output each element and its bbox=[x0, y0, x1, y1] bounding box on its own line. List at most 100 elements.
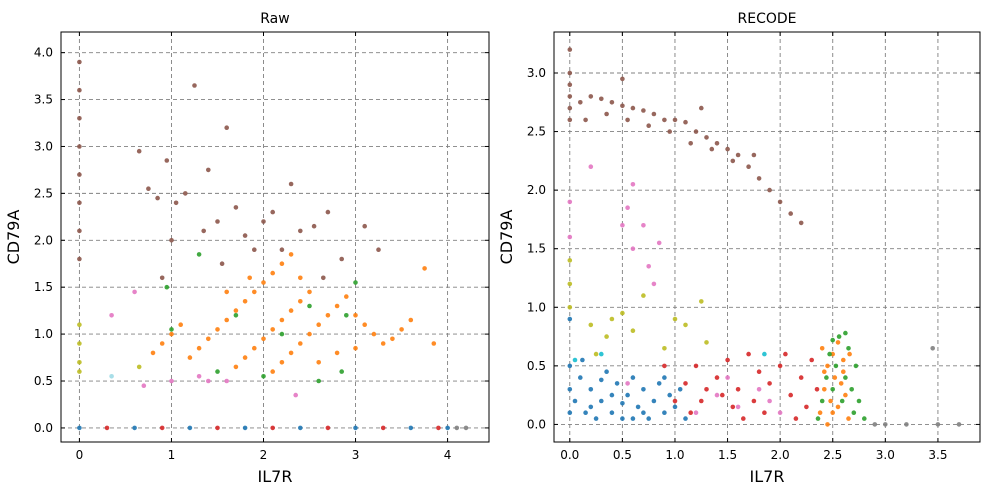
data-point bbox=[146, 186, 151, 191]
data-point bbox=[311, 223, 317, 229]
data-point bbox=[344, 294, 349, 299]
data-point bbox=[625, 117, 630, 123]
data-point bbox=[298, 275, 303, 281]
data-point bbox=[567, 387, 573, 392]
data-point bbox=[688, 410, 693, 416]
data-point bbox=[793, 416, 799, 421]
series-7 bbox=[572, 351, 767, 363]
data-point bbox=[783, 351, 788, 357]
y-tick-label: 1.5 bbox=[34, 280, 53, 294]
data-point bbox=[233, 364, 239, 370]
data-point bbox=[583, 117, 588, 123]
data-point bbox=[242, 355, 248, 360]
series-5 bbox=[817, 340, 852, 427]
data-point bbox=[219, 261, 225, 267]
data-point bbox=[725, 146, 730, 152]
data-point bbox=[862, 416, 867, 421]
data-point bbox=[164, 158, 170, 163]
raw-scatter-plot: 0 1 2 3 4 0.0 0.5 1.0 1.5 2.0 2.5 3.0 3.5 4.0 Raw IL7R C… bbox=[4, 11, 490, 486]
data-point bbox=[572, 357, 578, 363]
data-point bbox=[567, 305, 573, 310]
data-point bbox=[298, 425, 303, 431]
y-axis-label: CD79A bbox=[4, 210, 23, 265]
data-point bbox=[843, 330, 848, 336]
data-point bbox=[609, 410, 615, 416]
data-point bbox=[798, 220, 804, 226]
data-point bbox=[788, 392, 793, 398]
series-2 bbox=[164, 252, 358, 384]
data-point bbox=[567, 281, 573, 287]
data-point bbox=[630, 375, 636, 380]
y-tick-label: 2.5 bbox=[34, 186, 53, 200]
plot-frame bbox=[60, 31, 490, 443]
data-point bbox=[704, 340, 709, 345]
series-3 bbox=[109, 289, 299, 398]
y-tick-label: 1.0 bbox=[527, 300, 546, 314]
data-point bbox=[798, 375, 804, 380]
data-point bbox=[956, 422, 962, 427]
x-tick-label: 2 bbox=[260, 448, 268, 462]
data-point bbox=[604, 369, 609, 375]
x-tick-label: 1 bbox=[168, 448, 176, 462]
plot-frame bbox=[553, 31, 981, 443]
data-point bbox=[641, 293, 646, 298]
data-point bbox=[847, 351, 852, 357]
data-point bbox=[635, 404, 641, 410]
data-point bbox=[604, 111, 609, 117]
data-point bbox=[693, 129, 699, 134]
data-point bbox=[777, 363, 783, 369]
data-point bbox=[599, 377, 604, 383]
data-point bbox=[187, 355, 193, 360]
data-point bbox=[183, 191, 188, 196]
data-point bbox=[662, 363, 667, 369]
data-point bbox=[704, 387, 709, 392]
x-tick-label: 2.0 bbox=[771, 448, 790, 462]
x-tick-label: 2.5 bbox=[823, 448, 842, 462]
data-point bbox=[344, 313, 349, 318]
data-point bbox=[714, 392, 720, 398]
data-point bbox=[677, 387, 683, 392]
data-point bbox=[169, 327, 174, 332]
x-tick-label: 1.5 bbox=[718, 448, 737, 462]
data-point bbox=[132, 425, 137, 431]
data-point bbox=[725, 357, 730, 363]
data-point bbox=[809, 357, 814, 363]
data-point bbox=[646, 123, 651, 128]
data-point bbox=[699, 398, 704, 404]
data-point bbox=[641, 223, 646, 228]
y-tick-label: 4.0 bbox=[34, 46, 53, 60]
data-point bbox=[270, 270, 276, 276]
data-point bbox=[614, 381, 620, 386]
data-point bbox=[580, 357, 585, 363]
data-point bbox=[735, 404, 741, 410]
x-tick-label: 3 bbox=[352, 448, 360, 462]
data-point bbox=[827, 351, 832, 357]
data-point bbox=[187, 425, 193, 431]
data-point bbox=[730, 404, 736, 410]
data-point bbox=[777, 410, 783, 416]
data-point bbox=[819, 346, 825, 351]
data-point bbox=[270, 327, 276, 332]
data-point bbox=[656, 381, 662, 386]
data-point bbox=[288, 252, 294, 257]
data-point bbox=[843, 392, 848, 398]
data-point bbox=[699, 299, 704, 304]
data-point bbox=[362, 322, 368, 328]
data-point bbox=[604, 334, 609, 339]
data-point bbox=[463, 425, 469, 431]
data-point bbox=[431, 341, 437, 346]
series-1 bbox=[150, 252, 437, 374]
data-point bbox=[788, 211, 793, 216]
data-point bbox=[846, 416, 851, 421]
data-point bbox=[206, 167, 211, 173]
data-point bbox=[334, 350, 340, 356]
data-point bbox=[856, 398, 862, 404]
y-axis-label: CD79A bbox=[497, 210, 516, 265]
data-point bbox=[662, 375, 667, 380]
data-point bbox=[104, 425, 110, 431]
series-3 bbox=[567, 316, 688, 421]
data-point bbox=[777, 199, 783, 205]
data-point bbox=[851, 410, 857, 416]
data-point bbox=[609, 392, 615, 398]
